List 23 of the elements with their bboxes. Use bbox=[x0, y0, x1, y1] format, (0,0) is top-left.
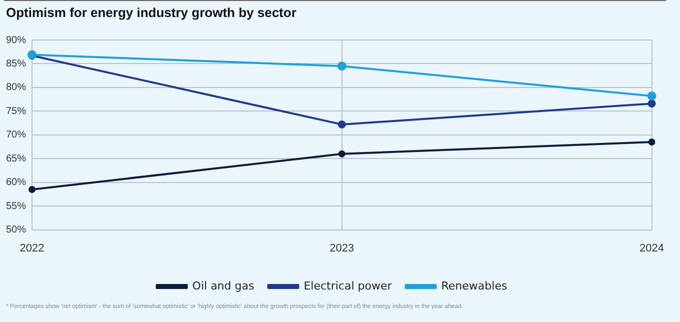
y-tick-label: 75% bbox=[6, 106, 26, 117]
point bbox=[338, 150, 346, 158]
point bbox=[338, 120, 346, 128]
y-tick-label: 90% bbox=[6, 34, 26, 46]
legend-label: Renewables bbox=[441, 279, 508, 292]
x-tick-label: 2023 bbox=[330, 242, 354, 254]
legend-label: Oil and gas bbox=[192, 279, 254, 292]
point bbox=[337, 62, 346, 71]
y-tick-label: 60% bbox=[6, 177, 26, 188]
chart-title: Optimism for energy industry growth by sector bbox=[5, 4, 298, 20]
y-tick-label: 55% bbox=[6, 200, 26, 212]
y-tick-label: 50% bbox=[6, 224, 26, 236]
point bbox=[28, 186, 36, 193]
y-tick-label: 85% bbox=[6, 58, 26, 70]
y-tick-label: 65% bbox=[6, 153, 26, 164]
point bbox=[648, 100, 656, 108]
point bbox=[648, 138, 656, 146]
y-tick-label: 70% bbox=[6, 130, 26, 141]
x-tick-label: 2022 bbox=[20, 242, 44, 254]
x-tick-label: 2024 bbox=[640, 242, 664, 254]
y-tick-label: 80% bbox=[6, 82, 26, 94]
point bbox=[647, 91, 656, 100]
legend-label: Electrical power bbox=[304, 279, 392, 292]
